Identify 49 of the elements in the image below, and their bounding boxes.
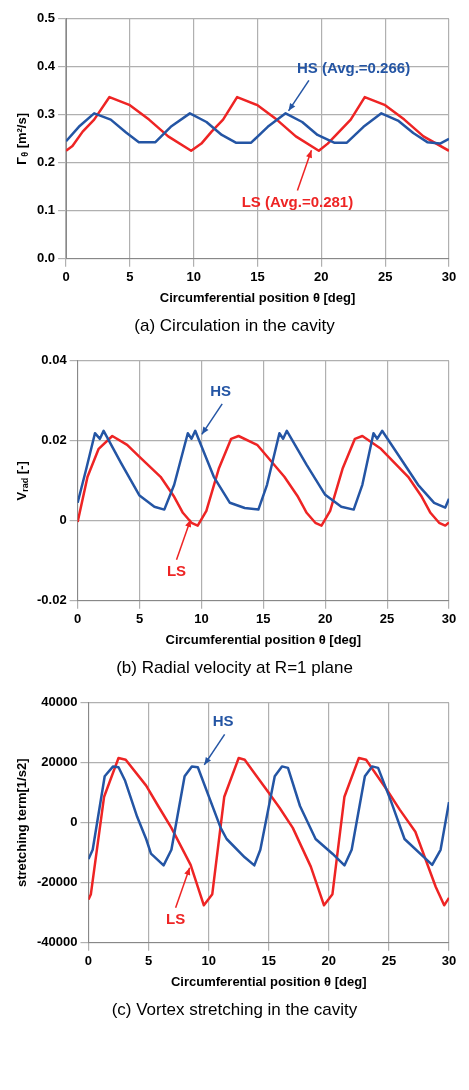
y-tick-label: 0.1 <box>36 202 56 218</box>
annotation: HS <box>210 381 232 399</box>
y-tick-label: 0.4 <box>36 58 56 74</box>
x-axis-title: Circumferential position θ [deg] <box>159 289 356 305</box>
y-axis-title: Γθ [m²/s] <box>13 112 31 165</box>
x-tick-label: 10 <box>194 611 209 627</box>
x-tick-label: 25 <box>377 269 393 285</box>
x-axis-title: Circumferential position θ [deg] <box>170 973 367 989</box>
x-tick-label: 0 <box>84 953 93 969</box>
y-tick-label: 40000 <box>41 694 78 710</box>
annotation: LS <box>166 909 186 927</box>
x-tick-label: 30 <box>441 611 457 627</box>
text: (b) Radial velocity at R=1 plane <box>115 658 354 678</box>
y-tick-label: 0.3 <box>36 106 56 122</box>
x-tick-label: 30 <box>441 953 457 969</box>
x-tick-label: 20 <box>321 953 337 969</box>
x-tick-label: 25 <box>381 953 397 969</box>
y-tick-label: -0.02 <box>36 592 67 608</box>
y-tick-label: 20000 <box>41 754 78 770</box>
annotation: HS (Avg.=0.266) <box>296 58 411 76</box>
text: (c) Vortex stretching in the cavity <box>110 1000 359 1020</box>
y-tick-label: 0.04 <box>41 352 68 368</box>
y-tick-label: 0 <box>59 512 67 528</box>
x-tick-label: 15 <box>250 269 265 285</box>
y-tick-label: -20000 <box>36 874 78 890</box>
x-tick-label: 5 <box>135 611 144 627</box>
annotation: LS (Avg.=0.281) <box>241 192 354 210</box>
x-tick-label: 5 <box>126 269 134 285</box>
x-tick-label: 10 <box>201 953 216 969</box>
annotation: LS <box>166 561 187 579</box>
text: (a) Circulation in the cavity <box>133 316 336 336</box>
x-tick-label: 30 <box>441 269 457 285</box>
annotation: HS <box>212 712 234 730</box>
x-tick-label: 20 <box>314 269 329 285</box>
x-tick-label: 25 <box>379 611 395 627</box>
x-tick-label: 10 <box>186 269 201 285</box>
x-tick-label: 15 <box>261 953 276 969</box>
x-tick-label: 15 <box>256 611 271 627</box>
x-axis-title: Circumferential position θ [deg] <box>165 631 362 647</box>
x-tick-label: 20 <box>317 611 333 627</box>
y-tick-label: 0.0 <box>36 250 56 266</box>
y-axis-title: stretching term[1/s2] <box>13 758 29 888</box>
y-tick-label: 0 <box>70 814 78 830</box>
y-tick-label: -40000 <box>36 934 78 950</box>
y-tick-label: 0.5 <box>36 10 56 26</box>
x-tick-label: 5 <box>144 953 153 969</box>
y-tick-label: 0.02 <box>41 432 67 448</box>
y-axis-title: Vrad [-] <box>13 461 31 501</box>
y-tick-label: 0.2 <box>36 154 56 170</box>
